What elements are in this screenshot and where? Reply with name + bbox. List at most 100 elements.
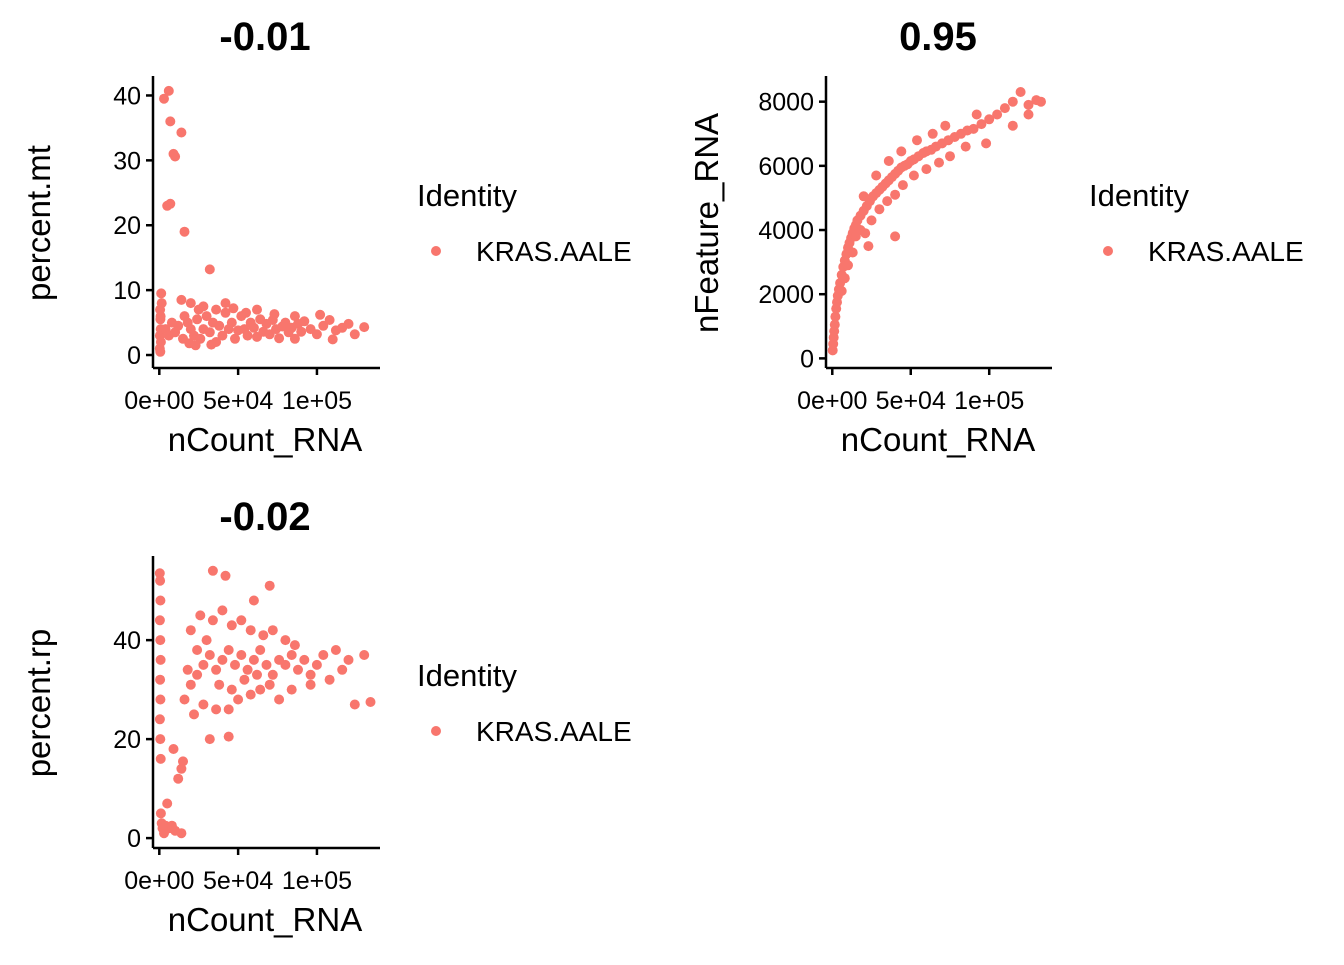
data-point [211, 704, 222, 715]
data-point [204, 734, 215, 745]
data-point [155, 753, 166, 764]
data-point [155, 304, 166, 315]
data-point [159, 93, 169, 104]
data-point [299, 316, 310, 327]
data-point [1015, 87, 1026, 97]
data-point [860, 228, 871, 239]
data-point [204, 264, 215, 275]
data-point [305, 679, 316, 690]
data-point [206, 339, 217, 350]
data-point [934, 157, 944, 168]
data-point [343, 654, 354, 665]
data-point [960, 141, 971, 152]
data-point [269, 309, 280, 320]
y-tick-label: 4000 [758, 217, 814, 245]
data-point [207, 565, 218, 576]
data-point [305, 669, 316, 680]
data-point [255, 645, 266, 655]
legend: Identity KRAS.AALE [417, 178, 632, 267]
data-point [178, 756, 188, 767]
data-point [242, 664, 253, 675]
data-point [211, 304, 222, 315]
data-point [255, 684, 266, 695]
data-point [359, 650, 370, 660]
data-point [245, 625, 256, 636]
data-point [286, 684, 297, 695]
y-tick-label: 8000 [758, 89, 814, 117]
data-point [198, 699, 209, 710]
data-point [179, 311, 190, 322]
data-point [228, 303, 239, 314]
y-tick-label: 2000 [758, 281, 814, 309]
data-point [863, 241, 874, 252]
y-tick-label: 10 [113, 277, 141, 305]
data-point [836, 286, 847, 296]
data-point [226, 317, 237, 328]
panel-title: -0.01 [219, 15, 310, 59]
data-point [230, 659, 240, 670]
data-point [365, 697, 376, 707]
data-point [155, 654, 166, 665]
data-point [829, 319, 840, 330]
legend-title: Identity [1089, 178, 1189, 213]
data-point [162, 798, 173, 809]
data-point [327, 334, 338, 345]
data-point [1023, 99, 1034, 110]
data-point [176, 294, 187, 305]
panel-nfeature-rna: 0.95 0 2000 4000 6000 8000 0e+00 5e+04 1e+05 nC… [688, 15, 1304, 458]
data-point [343, 318, 354, 329]
data-point [223, 731, 234, 742]
data-point [286, 650, 297, 660]
x-tick-label: 1e+05 [954, 387, 1024, 415]
data-point [264, 580, 275, 591]
data-point [248, 595, 259, 606]
y-axis-label: nFeature_RNA [688, 113, 725, 333]
legend-key-dot [431, 726, 441, 736]
legend: Identity KRAS.AALE [1089, 178, 1304, 267]
data-point [896, 146, 907, 157]
data-point [220, 570, 231, 581]
x-axis-label: nCount_RNA [168, 901, 362, 938]
data-point [289, 640, 300, 651]
data-point [165, 116, 176, 127]
data-point [236, 615, 247, 626]
data-point [217, 654, 228, 665]
data-point [201, 635, 212, 646]
legend-label: KRAS.AALE [1148, 236, 1304, 267]
data-point [198, 659, 209, 670]
data-point [921, 164, 932, 175]
y-axis-label: percent.rp [20, 629, 57, 778]
data-point [173, 773, 184, 784]
data-point [207, 615, 218, 626]
data-point [264, 679, 275, 690]
data-point [176, 828, 187, 839]
data-point [245, 689, 256, 700]
data-point [185, 625, 196, 636]
data-point [241, 307, 251, 318]
data-point [248, 654, 259, 665]
data-point [185, 298, 196, 309]
data-point [192, 669, 203, 680]
legend-label: KRAS.AALE [476, 236, 632, 267]
data-point [155, 694, 166, 705]
data-point [168, 744, 179, 754]
x-axis-label: nCount_RNA [168, 421, 362, 458]
x-tick-label: 5e+04 [203, 867, 273, 895]
data-point [1007, 120, 1018, 131]
data-point [192, 645, 203, 655]
data-point [359, 322, 370, 333]
data-point [1036, 96, 1046, 107]
y-tick-label: 20 [113, 726, 141, 754]
x-tick-label: 0e+00 [124, 387, 194, 415]
data-point [190, 340, 201, 351]
data-point [223, 704, 234, 715]
data-point [912, 135, 922, 146]
data-point [274, 694, 285, 705]
data-point [192, 314, 203, 325]
axes: 0 10 20 30 40 0e+00 5e+04 1e+05 [113, 76, 380, 415]
x-tick-label: 5e+04 [876, 387, 946, 415]
data-point [230, 333, 240, 344]
data-point [220, 298, 231, 309]
data-point [261, 659, 272, 670]
data-point [155, 734, 166, 745]
